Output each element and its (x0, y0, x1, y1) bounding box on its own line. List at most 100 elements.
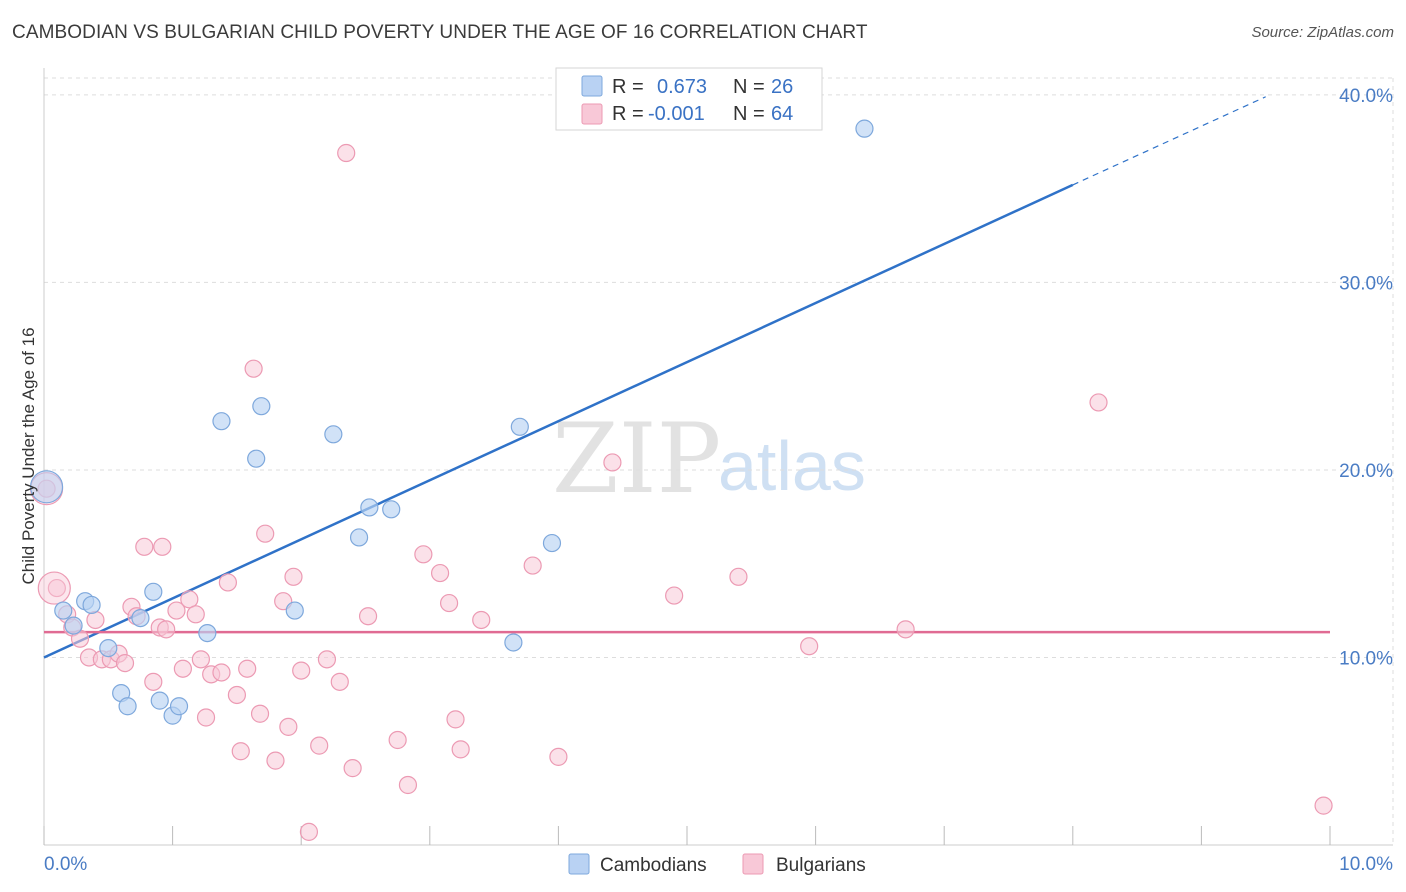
bulgarian-point-6 (86, 610, 105, 630)
bulgarian-point-56 (665, 586, 684, 605)
bulgarian-point-46 (398, 775, 418, 795)
x-tick-label-max: 10.0% (1339, 854, 1393, 875)
bottom-legend-swatch-cambodians (568, 853, 590, 875)
cambodian-points (29, 119, 874, 725)
bulgarian-point-44 (358, 607, 378, 626)
bulgarian-point-45 (388, 730, 407, 750)
bulgarian-point-53 (523, 556, 542, 575)
cambodian-point-1 (54, 601, 73, 620)
bottom-legend-label-bulgarians: Bulgarians (776, 855, 866, 876)
bottom-legend-label-cambodians: Cambodians (600, 855, 707, 876)
watermark: ZIP atlas (552, 403, 866, 515)
cambodian-point-19 (349, 528, 369, 547)
legend-swatch-cambodians (581, 75, 603, 97)
bulgarian-point-51 (451, 740, 470, 759)
cambodian-point-13 (198, 623, 217, 643)
cambodian-point-10 (150, 691, 169, 710)
cambodian-point-14 (212, 412, 231, 431)
cambodian-point-4 (82, 595, 101, 615)
legend-n-value-cambodians: 26 (771, 76, 793, 98)
bulgarian-point-27 (227, 685, 246, 705)
bulgarian-point-19 (173, 659, 192, 678)
bulgarian-point-10 (115, 653, 135, 673)
legend-r-label-bulgarians: R = (612, 103, 644, 125)
bulgarian-point-50 (446, 710, 465, 729)
cambodian-point-12 (169, 697, 189, 716)
y-tick-label-1: 20.0% (1339, 461, 1393, 482)
y-tick-labels: 10.0% 20.0% 30.0% 40.0% (1339, 86, 1393, 670)
bulgarian-point-47 (414, 545, 433, 564)
watermark-atlas: atlas (718, 427, 866, 505)
bulgarian-point-29 (238, 659, 257, 678)
legend-swatch-bulgarians (581, 103, 603, 125)
bulgarian-point-40 (317, 650, 337, 669)
bulgarian-point-59 (896, 620, 915, 639)
cambodian-point-22 (504, 633, 523, 652)
cambodian-point-16 (252, 397, 271, 416)
correlation-legend: R = 0.673 N = 26 R = -0.001 N = 64 (555, 67, 823, 131)
legend-r-label-cambodians: R = (612, 76, 644, 98)
bulgarian-point-21 (186, 605, 205, 624)
bulgarian-point-23 (196, 708, 216, 727)
bulgarian-point-32 (256, 524, 275, 543)
bulgarian-point-38 (299, 822, 319, 841)
bulgarian-point-14 (144, 672, 163, 691)
cambodian-point-24 (542, 533, 562, 553)
bulgarian-point-18 (167, 601, 186, 620)
bulgarian-point-52 (472, 610, 491, 630)
bulgarian-point-26 (218, 573, 237, 592)
bulgarian-point-39 (310, 736, 329, 755)
cambodian-point-9 (144, 582, 163, 601)
bulgarian-point-54 (549, 747, 568, 766)
bulgarian-point-17 (157, 620, 176, 639)
bulgarian-point-55 (603, 453, 622, 472)
bulgarian-point-25 (212, 663, 231, 682)
x-tick-labels: 0.0% 10.0% (44, 854, 1393, 875)
bulgarian-point-28 (231, 742, 250, 761)
bulgarian-point-1 (47, 578, 66, 598)
bulgarian-point-48 (430, 563, 450, 583)
y-tick-label-0: 10.0% (1339, 648, 1393, 669)
cambodian-point-15 (247, 449, 266, 468)
bulgarian-point-60 (1089, 393, 1108, 412)
bulgarian-point-35 (279, 717, 298, 736)
cambodian-point-2 (64, 616, 83, 635)
cambodian-point-18 (324, 425, 343, 444)
watermark-zip: ZIP (552, 403, 721, 515)
cambodian-point-17 (285, 601, 304, 620)
bulgarian-point-57 (729, 567, 748, 586)
bulgarian-point-33 (266, 751, 285, 770)
bulgarian-point-49 (439, 593, 459, 613)
legend-r-value-bulgarians: -0.001 (648, 103, 705, 125)
bulgarian-point-13 (135, 537, 154, 556)
chart-source: Source: ZipAtlas.com (1251, 24, 1394, 41)
x-tick-label-min: 0.0% (44, 854, 87, 875)
cambodian-point-7 (118, 697, 137, 716)
bulgarian-point-41 (330, 672, 349, 691)
bulgarian-point-large-0 (37, 571, 71, 605)
bulgarian-point-37 (292, 661, 311, 680)
bulgarian-point-42 (337, 143, 356, 163)
chart-title: CAMBODIAN VS BULGARIAN CHILD POVERTY UND… (12, 22, 868, 43)
bulgarian-point-16 (153, 537, 172, 556)
trend-lines (43, 96, 1330, 659)
y-tick-label-3: 40.0% (1339, 86, 1393, 107)
legend-n-label-cambodians: N = (733, 76, 765, 98)
trend-line-cambodians-extension (1072, 96, 1266, 186)
cambodian-point-5 (99, 638, 118, 658)
bulgarian-point-61 (1314, 796, 1333, 815)
cambodian-point-21 (382, 500, 401, 519)
cambodian-point-8 (131, 608, 150, 628)
bulgarian-point-22 (191, 650, 210, 669)
cambodian-point-25 (855, 119, 874, 138)
bulgarian-point-58 (800, 637, 819, 656)
y-tick-label-2: 30.0% (1339, 273, 1393, 294)
y-axis-label: Child Poverty Under the Age of 16 (19, 327, 38, 584)
bulgarian-point-30 (244, 359, 263, 378)
bulgarian-point-36 (284, 567, 303, 586)
bulgarian-point-31 (250, 704, 270, 723)
bulgarian-point-20 (180, 590, 199, 609)
legend-n-label-bulgarians: N = (733, 103, 765, 125)
bulgarian-point-43 (343, 759, 362, 778)
